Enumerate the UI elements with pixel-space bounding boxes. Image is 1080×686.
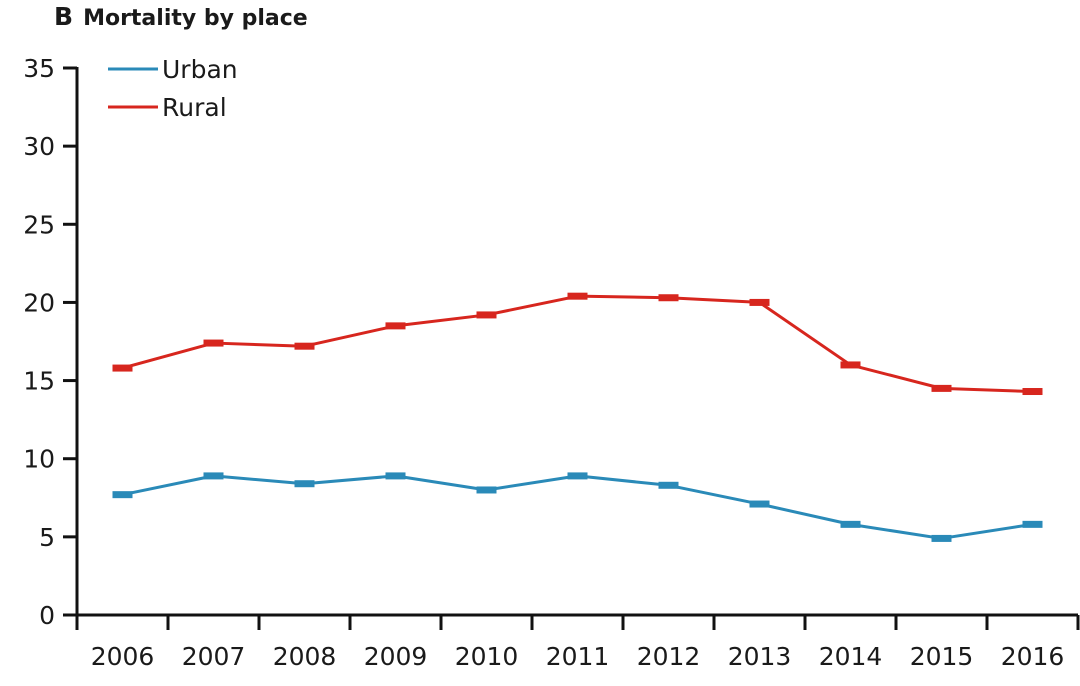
panel-letter: B (54, 2, 74, 31)
x-tick-label: 2016 (1001, 642, 1065, 671)
data-point-rural (385, 322, 406, 330)
x-tick-label: 2014 (819, 642, 883, 671)
series-layer (112, 292, 1043, 542)
x-tick-label: 2006 (91, 642, 155, 671)
data-point-urban (112, 491, 133, 499)
x-tick-label: 2015 (910, 642, 974, 671)
data-point-rural (658, 294, 679, 302)
x-tick-label: 2012 (637, 642, 701, 671)
legend-label-urban: Urban (162, 55, 238, 84)
data-point-urban (840, 520, 861, 528)
data-point-urban (1022, 520, 1043, 528)
data-point-rural (1022, 388, 1043, 396)
y-tick-label: 35 (23, 54, 55, 83)
data-point-urban (476, 486, 497, 494)
x-tick-label: 2008 (273, 642, 337, 671)
y-tick-label: 5 (39, 523, 55, 552)
y-tick-label: 25 (23, 210, 55, 239)
x-tick-label: 2013 (728, 642, 792, 671)
series-line-urban (122, 474, 1033, 540)
data-point-rural (476, 311, 497, 319)
y-tick-label: 10 (23, 445, 55, 474)
data-point-urban (567, 472, 588, 480)
data-point-urban (385, 472, 406, 480)
data-point-rural (749, 298, 770, 306)
data-point-rural (840, 361, 861, 369)
series-line-rural (122, 294, 1033, 394)
data-point-urban (931, 534, 952, 542)
legend-label-rural: Rural (162, 93, 227, 122)
data-point-rural (112, 364, 133, 372)
y-tick-label: 20 (23, 288, 55, 317)
y-tick-label: 0 (39, 601, 55, 630)
panel-title: B Mortality by place (54, 2, 308, 31)
legend: Urban Rural (108, 55, 238, 122)
x-tick-label: 2011 (546, 642, 610, 671)
data-point-rural (203, 339, 224, 347)
x-tick-label: 2007 (182, 642, 246, 671)
x-tick-label: 2009 (364, 642, 428, 671)
data-point-rural (567, 292, 588, 300)
data-point-urban (294, 480, 315, 488)
data-point-urban (203, 472, 224, 480)
data-point-urban (658, 481, 679, 489)
x-tick-label: 2010 (455, 642, 519, 671)
y-tick-label: 15 (23, 367, 55, 396)
data-point-rural (294, 342, 315, 350)
data-point-urban (749, 500, 770, 508)
y-tick-label: 30 (23, 132, 55, 161)
axes: 0 5 10 15 20 25 30 35 2006 2007 2008 2009 2010 2011 20… (23, 54, 1080, 671)
chart-title: Mortality by place (83, 6, 308, 31)
data-point-rural (931, 384, 952, 392)
